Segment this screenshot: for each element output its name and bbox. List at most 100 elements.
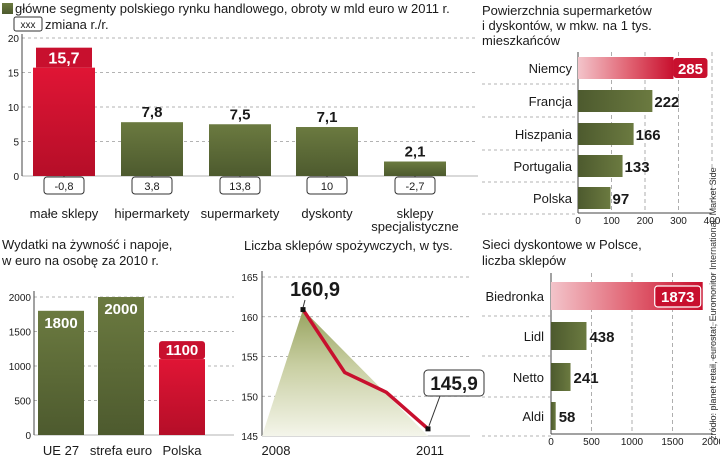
y-tick-label: 0: [25, 431, 31, 442]
value-label: 2,1: [405, 144, 426, 161]
category-label: Aldi: [522, 409, 544, 424]
bar-supermarkety: [209, 124, 271, 176]
change-box: [394, 176, 436, 195]
x-tick-label: 2011: [416, 443, 444, 458]
value-label-box: [673, 58, 708, 78]
value-label: 1800: [44, 315, 77, 332]
source-note: źródło: planet retail, eurostat, Euromon…: [708, 167, 718, 440]
y-tick-label: 15: [8, 69, 20, 80]
grocery-stores-chart: Liczba sklepów spożywczych, w tys. 145 150…: [241, 238, 485, 458]
change-label: 10: [321, 181, 333, 193]
bar-hipermarkety: [121, 122, 183, 176]
x-tick-label: 0: [575, 216, 581, 227]
bar-dyskonty: [296, 127, 358, 176]
legend-change-box: [13, 16, 43, 32]
value-label: 15,7: [48, 51, 79, 68]
bar-Polska: [159, 359, 205, 435]
value-label: 285: [678, 61, 703, 78]
y-tick-label: 155: [241, 353, 258, 364]
category-label: Lidl: [524, 329, 544, 344]
y-tick-label: 150: [241, 392, 258, 403]
change-box: [131, 176, 173, 195]
y-tick-label: 1000: [9, 362, 32, 373]
bar-Niemcy: [578, 57, 674, 79]
y-tick-label: 160: [241, 313, 258, 324]
y-tick-label: 165: [241, 273, 258, 284]
x-tick-label: 1500: [661, 437, 684, 448]
legend-change-text: zmiana r./r.: [45, 17, 109, 32]
value-label-box: [654, 285, 702, 308]
value-label: 2000: [104, 301, 137, 318]
x-tick-label: 300: [670, 216, 687, 227]
category-label: małe sklepy: [30, 206, 99, 221]
supermarket-area-title: mieszkańców: [482, 33, 561, 48]
value-label: 166: [636, 127, 661, 144]
y-tick-label: 2000: [9, 293, 32, 304]
value-label: 133: [625, 159, 650, 176]
legend-square-icon: [2, 3, 13, 14]
value-label: 438: [589, 329, 614, 346]
category-label: strefa euro: [90, 443, 152, 458]
value-label: 222: [654, 94, 679, 111]
label-last-value: 145,9: [430, 374, 478, 395]
category-label: Portugalia: [513, 159, 572, 174]
category-label: Hiszpania: [515, 127, 573, 142]
y-tick-label: 500: [14, 397, 31, 408]
change-box: [43, 176, 85, 195]
change-label: -2,7: [406, 181, 425, 193]
x-tick-label: 400: [704, 216, 720, 227]
category-label: sklepy: [397, 206, 434, 221]
x-tick-label: 500: [583, 437, 600, 448]
value-label: 1873: [661, 289, 694, 306]
label-first-value: 160,9: [290, 279, 340, 301]
label-last-box: [423, 369, 485, 397]
category-label: Polska: [533, 191, 573, 206]
series-line: [301, 308, 430, 431]
bar-Portugalia: [578, 155, 623, 177]
bar-strefa-euro: [98, 297, 144, 435]
y-tick-label: 0: [13, 172, 19, 183]
change-label: 13,8: [229, 181, 250, 193]
y-tick-label: 145: [241, 432, 258, 443]
y-tick-label: 5: [13, 138, 19, 149]
value-label: 7,8: [142, 104, 163, 121]
value-label: 241: [574, 370, 599, 387]
bar-Netto: [551, 363, 571, 391]
food-spending-chart: Wydatki na żywność i napoje,w euro na os…: [1, 237, 234, 458]
change-label: -0,8: [55, 181, 74, 193]
category-label: Netto: [513, 370, 544, 385]
discount-chains-chart: Sieci dyskontowe w Polsce,liczba sklepów…: [482, 237, 720, 448]
x-tick-label: 0: [548, 437, 554, 448]
bar-Polska: [578, 187, 611, 209]
category-label: dyskonty: [301, 206, 353, 221]
value-label: 58: [559, 409, 576, 426]
x-tick-label: 2000: [702, 437, 720, 448]
bar-Francja: [578, 90, 653, 112]
change-box: [306, 176, 348, 195]
value-label: 7,1: [317, 109, 338, 126]
grocery-stores-title: Liczba sklepów spożywczych, w tys.: [244, 238, 453, 253]
discount-chains-title: Sieci dyskontowe w Polsce,: [482, 237, 642, 252]
food-spending-title: w euro na osobę za 2010 r.: [1, 253, 159, 268]
x-tick-label: 200: [637, 216, 654, 227]
change-box: [219, 176, 261, 195]
y-tick-label: 10: [8, 103, 20, 114]
value-label: 97: [612, 191, 629, 208]
discount-chains-title: liczba sklepów: [482, 253, 566, 268]
x-tick-label: 2008: [262, 443, 291, 458]
category-label: supermarkety: [201, 206, 280, 221]
x-tick-label: 100: [603, 216, 620, 227]
x-tick-label: 1000: [621, 437, 644, 448]
category-label: hipermarkety: [114, 206, 190, 221]
segments-title: główne segmenty polskiego rynku handlowe…: [15, 1, 450, 16]
segments-chart: główne segmenty polskiego rynku handlowe…: [2, 1, 478, 234]
value-label: 7,5: [230, 106, 251, 123]
y-tick-label: 20: [8, 34, 20, 45]
value-label-box: [159, 341, 205, 360]
category-label: Polska: [162, 443, 202, 458]
bar-Aldi: [551, 402, 556, 430]
legend-change-box-text: xxx: [21, 20, 36, 31]
category-label: Biedronka: [485, 289, 544, 304]
